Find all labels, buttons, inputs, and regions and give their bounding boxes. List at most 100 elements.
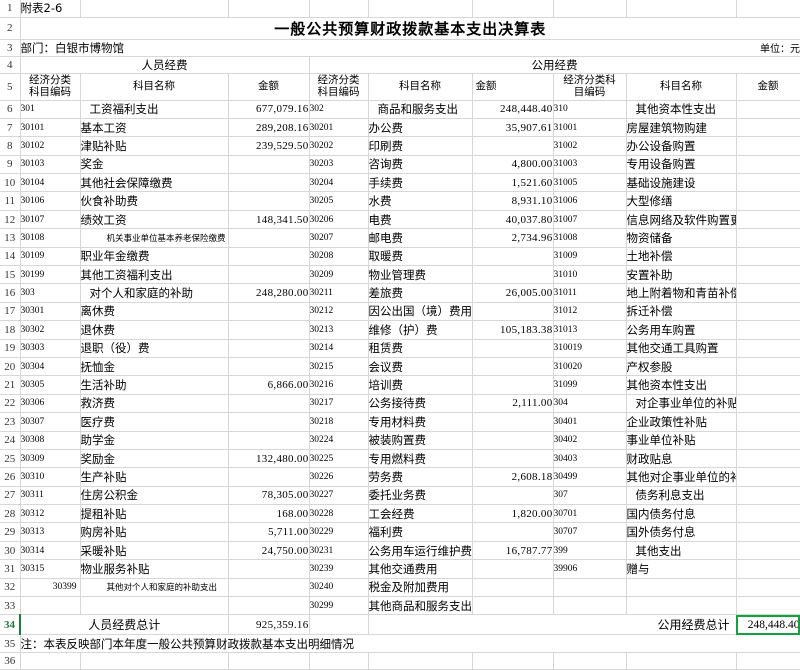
- row-number-5[interactable]: 5: [0, 73, 21, 101]
- cell-name-public-mid[interactable]: 专用材料费: [368, 412, 473, 432]
- cell-name-public-right[interactable]: 办公设备购置: [626, 136, 737, 156]
- cell-amount-public-mid[interactable]: [472, 247, 554, 267]
- row-number-26[interactable]: 26: [0, 467, 21, 487]
- cell-code-public-mid[interactable]: 30217: [309, 394, 369, 414]
- cell-code-personnel[interactable]: 30108: [19, 228, 81, 248]
- cell-name-personnel[interactable]: 工资福利支出: [80, 100, 229, 119]
- empty-cell[interactable]: [472, 652, 554, 670]
- cell-code-public-right[interactable]: [553, 596, 627, 616]
- row-number-30[interactable]: 30: [0, 541, 21, 561]
- cell-code-personnel[interactable]: 30312: [19, 504, 81, 524]
- cell-amount-public-right[interactable]: [736, 449, 800, 469]
- cell-code-public-right[interactable]: 31003: [553, 155, 627, 175]
- cell-name-personnel[interactable]: 绩效工资: [80, 210, 229, 230]
- cell-name-personnel[interactable]: 救济费: [80, 394, 229, 414]
- empty-cell[interactable]: [553, 652, 627, 670]
- row-number-24[interactable]: 24: [0, 431, 21, 450]
- cell-code-personnel[interactable]: 30309: [19, 449, 81, 469]
- cell-amount-personnel[interactable]: [228, 320, 310, 340]
- cell-name-public-mid[interactable]: 手续费: [368, 173, 473, 193]
- cell-amount-public-right[interactable]: [736, 339, 800, 358]
- cell-amount-personnel[interactable]: [228, 247, 310, 267]
- row-number-36[interactable]: 36: [0, 652, 21, 670]
- row-number-16[interactable]: 16: [0, 283, 21, 303]
- cell-name-public-right[interactable]: 企业政策性补贴: [626, 412, 737, 432]
- cell-code-personnel[interactable]: 30199: [19, 265, 81, 285]
- cell-name-public-mid[interactable]: 劳务费: [368, 467, 473, 487]
- cell-code-public-right[interactable]: 30701: [553, 504, 627, 524]
- cell-code-personnel[interactable]: 30306: [19, 394, 81, 414]
- cell-name-personnel[interactable]: 津贴补贴: [80, 136, 229, 156]
- cell-name-personnel[interactable]: 生产补贴: [80, 467, 229, 487]
- cell-name-personnel[interactable]: 采暖补贴: [80, 541, 229, 561]
- cell-name-public-right[interactable]: 公务用车购置: [626, 320, 737, 340]
- row-number-12[interactable]: 12: [0, 210, 21, 230]
- cell-code-public-mid[interactable]: 30239: [309, 559, 369, 579]
- empty-cell[interactable]: [368, 0, 473, 18]
- cell-name-public-mid[interactable]: 邮电费: [368, 228, 473, 248]
- cell-name-personnel[interactable]: 奖励金: [80, 449, 229, 469]
- cell-amount-personnel[interactable]: 248,280.00: [228, 283, 310, 303]
- cell-code-public-mid[interactable]: 30225: [309, 449, 369, 469]
- cell-name-public-mid[interactable]: 商品和服务支出: [368, 100, 473, 119]
- cell-code-public-right[interactable]: 31005: [553, 173, 627, 193]
- cell-code-public-mid[interactable]: 30228: [309, 504, 369, 524]
- row-number-2[interactable]: 2: [0, 17, 21, 40]
- cell-name-personnel[interactable]: 物业服务补贴: [80, 559, 229, 579]
- cell-code-personnel[interactable]: 303: [19, 283, 81, 303]
- cell-amount-public-mid[interactable]: [472, 302, 554, 322]
- cell-name-public-mid[interactable]: 取暖费: [368, 247, 473, 267]
- row-number-32[interactable]: 32: [0, 578, 21, 598]
- cell-amount-personnel[interactable]: [228, 394, 310, 414]
- cell-code-public-mid[interactable]: 30215: [309, 357, 369, 377]
- cell-name-personnel[interactable]: 离休费: [80, 302, 229, 322]
- cell-amount-public-right[interactable]: [736, 431, 800, 450]
- cell-amount-public-mid[interactable]: [472, 431, 554, 450]
- cell-code-public-right[interactable]: 31099: [553, 375, 627, 395]
- cell-code-public-mid[interactable]: 30209: [309, 265, 369, 285]
- cell-amount-public-right[interactable]: [736, 412, 800, 432]
- row-number-11[interactable]: 11: [0, 191, 21, 211]
- cell-name-public-mid[interactable]: 因公出国（境）费用: [368, 302, 473, 322]
- cell-name-personnel[interactable]: 职业年金缴费: [80, 247, 229, 267]
- empty-cell[interactable]: [80, 0, 229, 18]
- empty-cell[interactable]: [626, 0, 737, 18]
- cell-amount-public-right[interactable]: [736, 596, 800, 616]
- cell-code-public-right[interactable]: 30402: [553, 431, 627, 450]
- cell-code-public-mid[interactable]: 30205: [309, 191, 369, 211]
- row-number-25[interactable]: 25: [0, 449, 21, 469]
- cell-name-public-mid[interactable]: 公务用车运行维护费: [368, 541, 473, 561]
- cell-code-public-mid[interactable]: 30201: [309, 118, 369, 138]
- cell-name-public-right[interactable]: 安置补助: [626, 265, 737, 285]
- cell-code-public-right[interactable]: 31001: [553, 118, 627, 138]
- cell-name-public-mid[interactable]: 物业管理费: [368, 265, 473, 285]
- row-number-19[interactable]: 19: [0, 339, 21, 358]
- row-number-7[interactable]: 7: [0, 118, 21, 138]
- cell-amount-public-mid[interactable]: [472, 486, 554, 506]
- cell-code-public-right[interactable]: 30499: [553, 467, 627, 487]
- cell-code-public-mid[interactable]: 30227: [309, 486, 369, 506]
- cell-name-public-mid[interactable]: 电费: [368, 210, 473, 230]
- cell-code-personnel[interactable]: 30314: [19, 541, 81, 561]
- cell-amount-public-right[interactable]: [736, 210, 800, 230]
- cell-code-personnel[interactable]: 30308: [19, 431, 81, 450]
- cell-code-personnel[interactable]: 30310: [19, 467, 81, 487]
- cell-name-personnel[interactable]: 伙食补助费: [80, 191, 229, 211]
- row-number-27[interactable]: 27: [0, 486, 21, 506]
- cell-amount-personnel[interactable]: 148,341.50: [228, 210, 310, 230]
- cell-name-public-right[interactable]: 拆迁补偿: [626, 302, 737, 322]
- cell-amount-public-right[interactable]: [736, 504, 800, 524]
- cell-amount-public-right[interactable]: [736, 228, 800, 248]
- cell-amount-public-mid[interactable]: [472, 412, 554, 432]
- row-number-13[interactable]: 13: [0, 228, 21, 248]
- cell-code-public-mid[interactable]: 30204: [309, 173, 369, 193]
- cell-name-public-right[interactable]: 信息网络及软件购置更新: [626, 210, 737, 230]
- total-spacer[interactable]: [309, 614, 369, 636]
- cell-amount-public-mid[interactable]: [472, 522, 554, 542]
- cell-name-personnel[interactable]: 住房公积金: [80, 486, 229, 506]
- cell-amount-public-mid[interactable]: 2,608.18: [472, 467, 554, 487]
- row-number-15[interactable]: 15: [0, 265, 21, 285]
- cell-code-public-right[interactable]: 304: [553, 394, 627, 414]
- cell-name-personnel[interactable]: 其他社会保障缴费: [80, 173, 229, 193]
- cell-name-personnel[interactable]: 机关事业单位基本养老保险缴费: [80, 228, 229, 248]
